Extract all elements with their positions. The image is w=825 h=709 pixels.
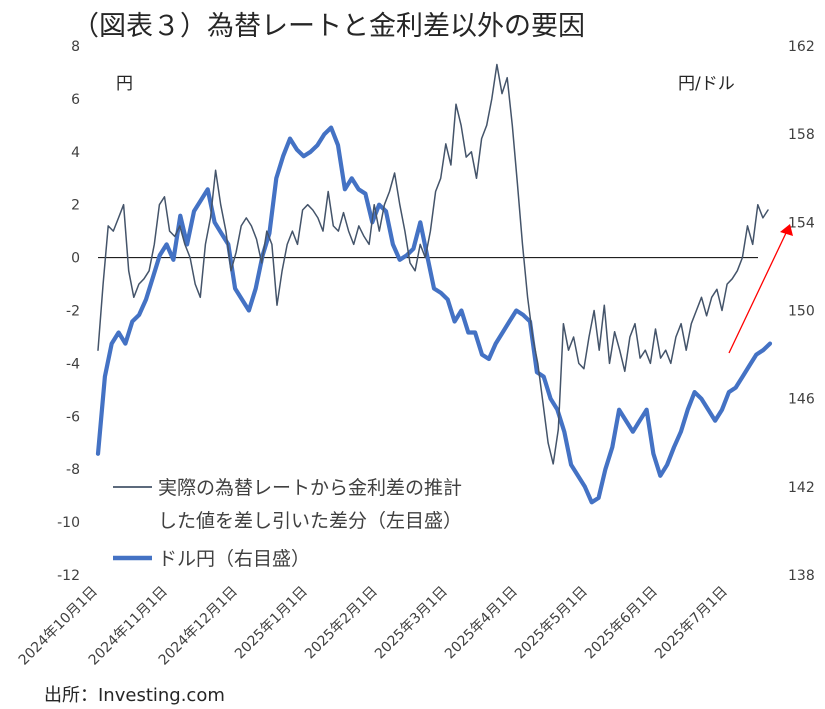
right-tick-label: 146 bbox=[788, 392, 815, 408]
left-tick-label: 8 bbox=[71, 39, 80, 55]
legend-spread-label-line2: した値を差し引いた差分（左目盛） bbox=[158, 510, 462, 532]
legend-usdjpy-label: ドル円（右目盛） bbox=[158, 548, 310, 570]
trend-arrow bbox=[728, 224, 793, 354]
left-tick-label: 0 bbox=[71, 251, 80, 267]
left-tick-label: -6 bbox=[66, 409, 80, 425]
right-tick-label: 150 bbox=[788, 304, 815, 320]
legend: 実際の為替レートから金利差の推計 した値を差し引いた差分（左目盛） ドル円（右目… bbox=[113, 477, 462, 570]
right-tick-label: 138 bbox=[788, 568, 815, 584]
trend-arrow-head bbox=[780, 224, 793, 236]
right-tick-label: 154 bbox=[788, 215, 815, 231]
x-tick-label: 2025年6月1日 bbox=[582, 584, 661, 663]
spread-series-line bbox=[97, 63, 769, 465]
left-tick-label: -8 bbox=[66, 462, 80, 478]
left-axis-unit: 円 bbox=[116, 74, 133, 94]
right-tick-label: 142 bbox=[788, 480, 815, 496]
x-tick-label: 2025年2月1日 bbox=[302, 584, 381, 663]
x-tick-label: 2025年4月1日 bbox=[442, 584, 521, 663]
x-tick-label: 2025年7月1日 bbox=[652, 584, 731, 663]
left-tick-label: 2 bbox=[71, 198, 80, 214]
x-tick-label: 2025年5月1日 bbox=[512, 584, 591, 663]
right-axis-unit: 円/ドル bbox=[678, 74, 735, 94]
left-tick-label: 6 bbox=[71, 92, 80, 108]
left-tick-label: -4 bbox=[66, 356, 80, 372]
left-tick-label: -12 bbox=[57, 568, 80, 584]
x-tick-label: 2025年1月1日 bbox=[232, 584, 311, 663]
right-tick-label: 158 bbox=[788, 127, 815, 143]
legend-spread-label: 実際の為替レートから金利差の推計 bbox=[158, 477, 462, 499]
left-tick-label: 4 bbox=[71, 145, 80, 161]
left-tick-label: -2 bbox=[66, 304, 80, 320]
right-tick-label: 162 bbox=[788, 39, 815, 55]
x-tick-label: 2025年3月1日 bbox=[372, 584, 451, 663]
left-tick-label: -10 bbox=[57, 515, 80, 531]
chart-title: （図表３）為替レートと金利差以外の要因 bbox=[72, 11, 585, 42]
trend-arrow-line bbox=[728, 232, 787, 354]
usdjpy-series-line bbox=[95, 125, 773, 505]
source-note: 出所：Investing.com bbox=[44, 685, 225, 706]
